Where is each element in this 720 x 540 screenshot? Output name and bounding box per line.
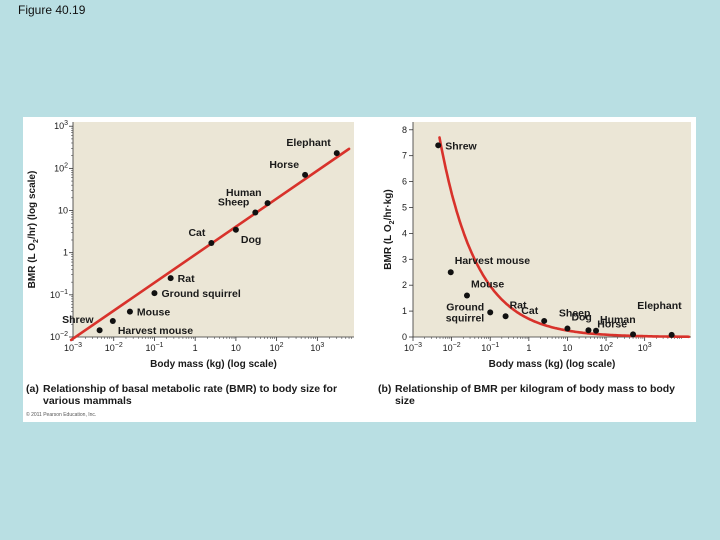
x-tick-label-a: 10	[231, 343, 241, 353]
data-label-horse-a: Horse	[269, 159, 299, 171]
chart-b: 10−3 10−2 10−1 1 10 102 103 0 1 2 3 4 5 6 7 8 Shrew Harve…	[378, 122, 691, 407]
caption-prefix-b: (b)	[378, 383, 391, 395]
y-tick-label-b: 7	[402, 151, 407, 161]
data-label-sheep-a: Sheep	[218, 196, 250, 208]
data-point-rat-a	[167, 275, 174, 282]
y-tick-label-b: 2	[402, 280, 407, 290]
figure-svg: 10−3 10−2 10−1 1 10 102 10310−210−1110102103Sh…	[26, 120, 691, 418]
data-label-elephant-b: Elephant	[637, 300, 682, 312]
data-label-cat-a: Cat	[188, 227, 205, 239]
data-point-mouse-b	[463, 292, 470, 299]
data-label-sheep-b: Sheep	[559, 307, 591, 319]
data-point-harvest-mouse-a	[109, 317, 116, 324]
data-point-shrew-a	[96, 327, 103, 334]
figure-panel: 10−3 10−2 10−1 1 10 102 103 10−2 10−1 1 10 102 103 Sh…	[23, 117, 696, 422]
y-tick-label-a: 10−2	[50, 331, 68, 342]
data-point-ground-squirrel-b	[487, 309, 494, 316]
x-tick-label-a: 10−1	[145, 342, 163, 353]
caption-line-a: Relationship of basal metabolic rate (BM…	[43, 383, 337, 395]
data-point-elephant-a	[333, 150, 340, 157]
y-tick-label-a: 1	[63, 248, 68, 258]
x-tick-label-b: 1	[526, 343, 531, 353]
data-point-cat-a	[208, 239, 215, 246]
x-tick-label-b: 10	[562, 343, 572, 353]
data-point-cat-b	[541, 317, 548, 324]
x-tick-label-a: 103	[310, 342, 324, 353]
y-tick-label-b: 5	[402, 202, 407, 212]
y-axis-title-b: BMR (L O2/hr·kg)	[383, 189, 396, 269]
y-tick-label-b: 0	[402, 332, 407, 342]
data-label-harvest-mouse-b: Harvest mouse	[455, 255, 530, 267]
data-point-dog-b	[564, 325, 571, 332]
data-point-human-b	[593, 327, 600, 334]
data-label-mouse-a: Mouse	[137, 307, 170, 319]
data-point-horse-b	[630, 331, 637, 338]
x-axis-title-a: Body mass (kg) (log scale)	[150, 359, 277, 370]
y-tick-label-b: 6	[402, 177, 407, 187]
caption-prefix-a: (a)	[26, 383, 39, 395]
plot-area-b	[413, 122, 691, 337]
x-tick-label-a: 102	[270, 342, 284, 353]
data-label-cat-b: Cat	[521, 305, 538, 317]
x-tick-label-b: 10−3	[404, 342, 422, 353]
y-tick-label-b: 3	[402, 254, 407, 264]
data-point-shrew-b	[435, 142, 442, 149]
x-tick-label-b: 10−2	[443, 342, 461, 353]
data-label-shrew-b: Shrew	[445, 140, 477, 152]
y-tick-label-b: 8	[402, 125, 407, 135]
data-point-rat-b	[502, 313, 509, 320]
fit-curve-b	[438, 136, 691, 339]
x-tick-label-a: 1	[193, 343, 198, 353]
data-point-sheep-a	[252, 209, 259, 216]
data-point-elephant-b	[668, 331, 675, 338]
y-tick-label-a: 10	[58, 206, 68, 216]
data-point-human-a	[264, 200, 271, 207]
data-point-mouse-a	[126, 308, 133, 315]
y-tick-label-b: 4	[402, 228, 407, 238]
data-label-horse-b: Horse	[597, 318, 627, 330]
data-label-ground-squirrel-b: Ground squirrel	[446, 301, 485, 324]
caption-line-b: size	[395, 395, 415, 407]
data-label-elephant-a: Elephant	[286, 137, 331, 149]
caption-line-a: various mammals	[43, 395, 132, 407]
y-axis-title-a: BMR (L O2/hr) (log scale)	[27, 171, 40, 289]
y-tick-label-a: 10−1	[50, 289, 68, 300]
data-label-harvest-mouse-a: Harvest mouse	[118, 325, 193, 337]
data-label-dog-b: Dog	[571, 311, 591, 323]
data-point-ground-squirrel-a	[151, 290, 158, 297]
plot-area-a	[73, 122, 354, 337]
x-axis-title-b: Body mass (kg) (log scale)	[489, 359, 616, 370]
data-point-sheep-b	[585, 327, 592, 334]
caption-line-b: Relationship of BMR per kilogram of body…	[395, 383, 675, 395]
y-tick-label-b: 1	[402, 306, 407, 316]
x-tick-label-b: 10−1	[481, 342, 499, 353]
x-tick-label-b: 103	[638, 342, 652, 353]
data-label-mouse-b: Mouse	[471, 279, 504, 291]
data-label-rat-a: Rat	[178, 273, 195, 285]
data-point-harvest-mouse-b	[447, 269, 454, 276]
copyright: © 2011 Pearson Education, Inc.	[26, 411, 96, 418]
x-tick-label-a: 10−2	[105, 342, 123, 353]
figure-title: Figure 40.19	[18, 3, 86, 17]
x-tick-label-b: 102	[599, 342, 613, 353]
data-label-rat-b: Rat	[510, 299, 527, 311]
data-label-shrew-a: Shrew	[62, 314, 94, 326]
x-tick-label-a: 10−3	[64, 342, 82, 353]
data-label-dog-a: Dog	[241, 234, 261, 246]
data-label-ground-squirrel-a: Ground squirrel	[161, 288, 240, 300]
data-label-human-a: Human	[226, 187, 262, 199]
chart-a: 10−3 10−2 10−1 1 10 102 10310−210−1110102103Sh…	[26, 120, 354, 407]
data-label-human-b: Human	[600, 314, 636, 326]
y-tick-label-a: 102	[54, 162, 68, 173]
data-point-dog-a	[232, 226, 239, 233]
y-tick-label-a: 103	[54, 120, 68, 131]
data-point-horse-a	[302, 171, 309, 178]
